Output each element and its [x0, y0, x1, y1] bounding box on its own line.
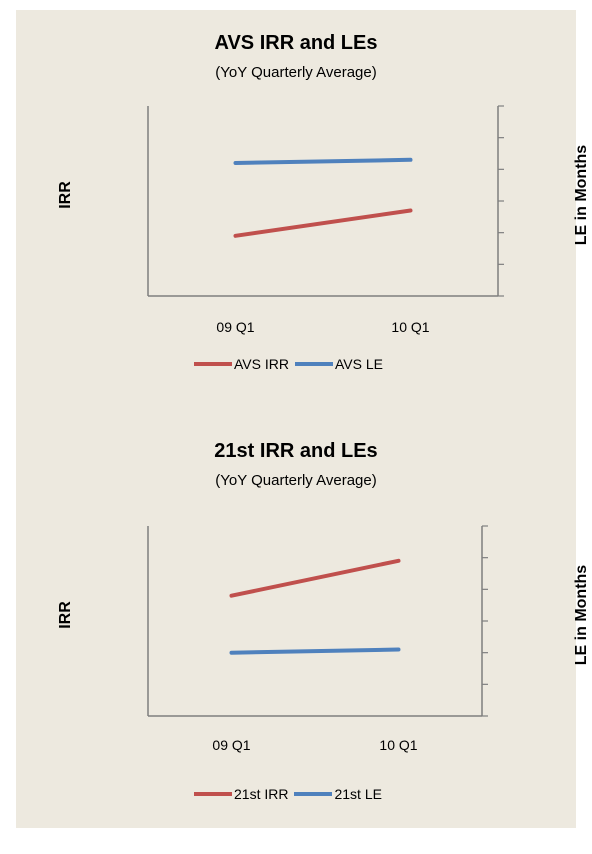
chart-subtitle: (YoY Quarterly Average)	[215, 472, 377, 489]
series-line-avs-le	[233, 157, 413, 165]
legend-swatch	[294, 362, 333, 366]
chart-title: AVS IRR and LEs	[214, 32, 378, 54]
legend-label: AVS IRR	[234, 356, 289, 372]
legend-item: 21st IRR	[194, 786, 288, 802]
legend: 21st IRR 21st LE	[194, 786, 388, 802]
x-tick-label: 09 Q1	[212, 737, 250, 753]
legend-label: AVS LE	[334, 356, 383, 372]
x-tick-label: 09 Q1	[216, 319, 254, 335]
legend-swatch	[194, 362, 232, 366]
chart-title: 21st IRR and LEs	[214, 440, 378, 462]
series-line-avs-irr	[233, 208, 413, 238]
legend-item: AVS IRR	[194, 356, 289, 372]
series-line-21st-irr	[229, 558, 401, 598]
legend: AVS IRR AVS LE	[194, 356, 389, 372]
x-tick-label: 10 Q1	[391, 319, 429, 335]
legend-item: 21st LE	[294, 786, 382, 802]
legend-label: 21st IRR	[234, 786, 289, 802]
legend-swatch	[294, 792, 333, 796]
chart-subtitle: (YoY Quarterly Average)	[215, 64, 377, 81]
plot-area: 09 Q1 10 Q1	[147, 525, 488, 753]
plot-area: 09 Q1 10 Q1	[147, 105, 504, 335]
series-line-21st-le	[229, 647, 401, 655]
chart-21st: 21st IRR and LEs (YoY Quarterly Average)…	[16, 420, 592, 820]
legend-item: AVS LE	[294, 356, 383, 372]
x-tick-label: 10 Q1	[379, 737, 417, 753]
legend-swatch	[194, 792, 232, 796]
legend-label: 21st LE	[334, 786, 382, 802]
chart-avs: AVS IRR and LEs (YoY Quarterly Average) …	[16, 10, 592, 400]
